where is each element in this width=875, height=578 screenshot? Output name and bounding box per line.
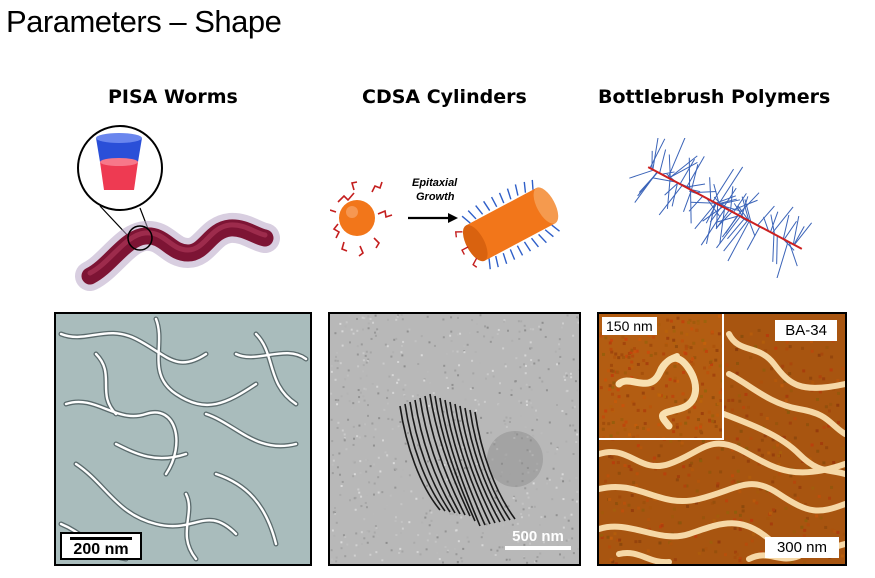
pisa-worms-tem-image: 200 nm bbox=[54, 312, 312, 566]
afm-inset: 150 nm bbox=[599, 314, 724, 440]
grown-cylinder bbox=[454, 179, 560, 270]
growth-label: Growth bbox=[416, 191, 455, 203]
scale-bar-label: 500 nm bbox=[512, 528, 564, 545]
cdsa-schematic: Epitaxial Growth bbox=[330, 162, 560, 282]
sample-label: BA-34 bbox=[775, 320, 837, 341]
column-title-pisa-worms: PISA Worms bbox=[108, 86, 238, 108]
scale-bar-cdsa: 500 nm bbox=[505, 528, 571, 550]
slide-title: Parameters – Shape bbox=[6, 4, 282, 39]
cdsa-cylinders-tem-image: 500 nm bbox=[328, 312, 581, 566]
bottlebrush-afm-image: 150 nm BA-34 300 nm bbox=[597, 312, 847, 566]
scale-bar-label: 300 nm bbox=[776, 539, 827, 556]
bottlebrush-schematic bbox=[620, 138, 830, 278]
column-title-bottlebrush-polymers: Bottlebrush Polymers bbox=[598, 86, 831, 108]
inset-scale-label: 150 nm bbox=[602, 317, 657, 335]
column-title-cdsa-cylinders: CDSA Cylinders bbox=[362, 86, 527, 108]
scale-bar-label: 200 nm bbox=[73, 541, 129, 558]
scale-bar-afm: 300 nm bbox=[764, 537, 839, 558]
seed-micelle bbox=[330, 181, 393, 257]
scale-bar-pisa: 200 nm bbox=[60, 532, 142, 560]
pisa-worm-schematic bbox=[70, 118, 280, 298]
epitaxial-label: Epitaxial bbox=[412, 177, 458, 189]
